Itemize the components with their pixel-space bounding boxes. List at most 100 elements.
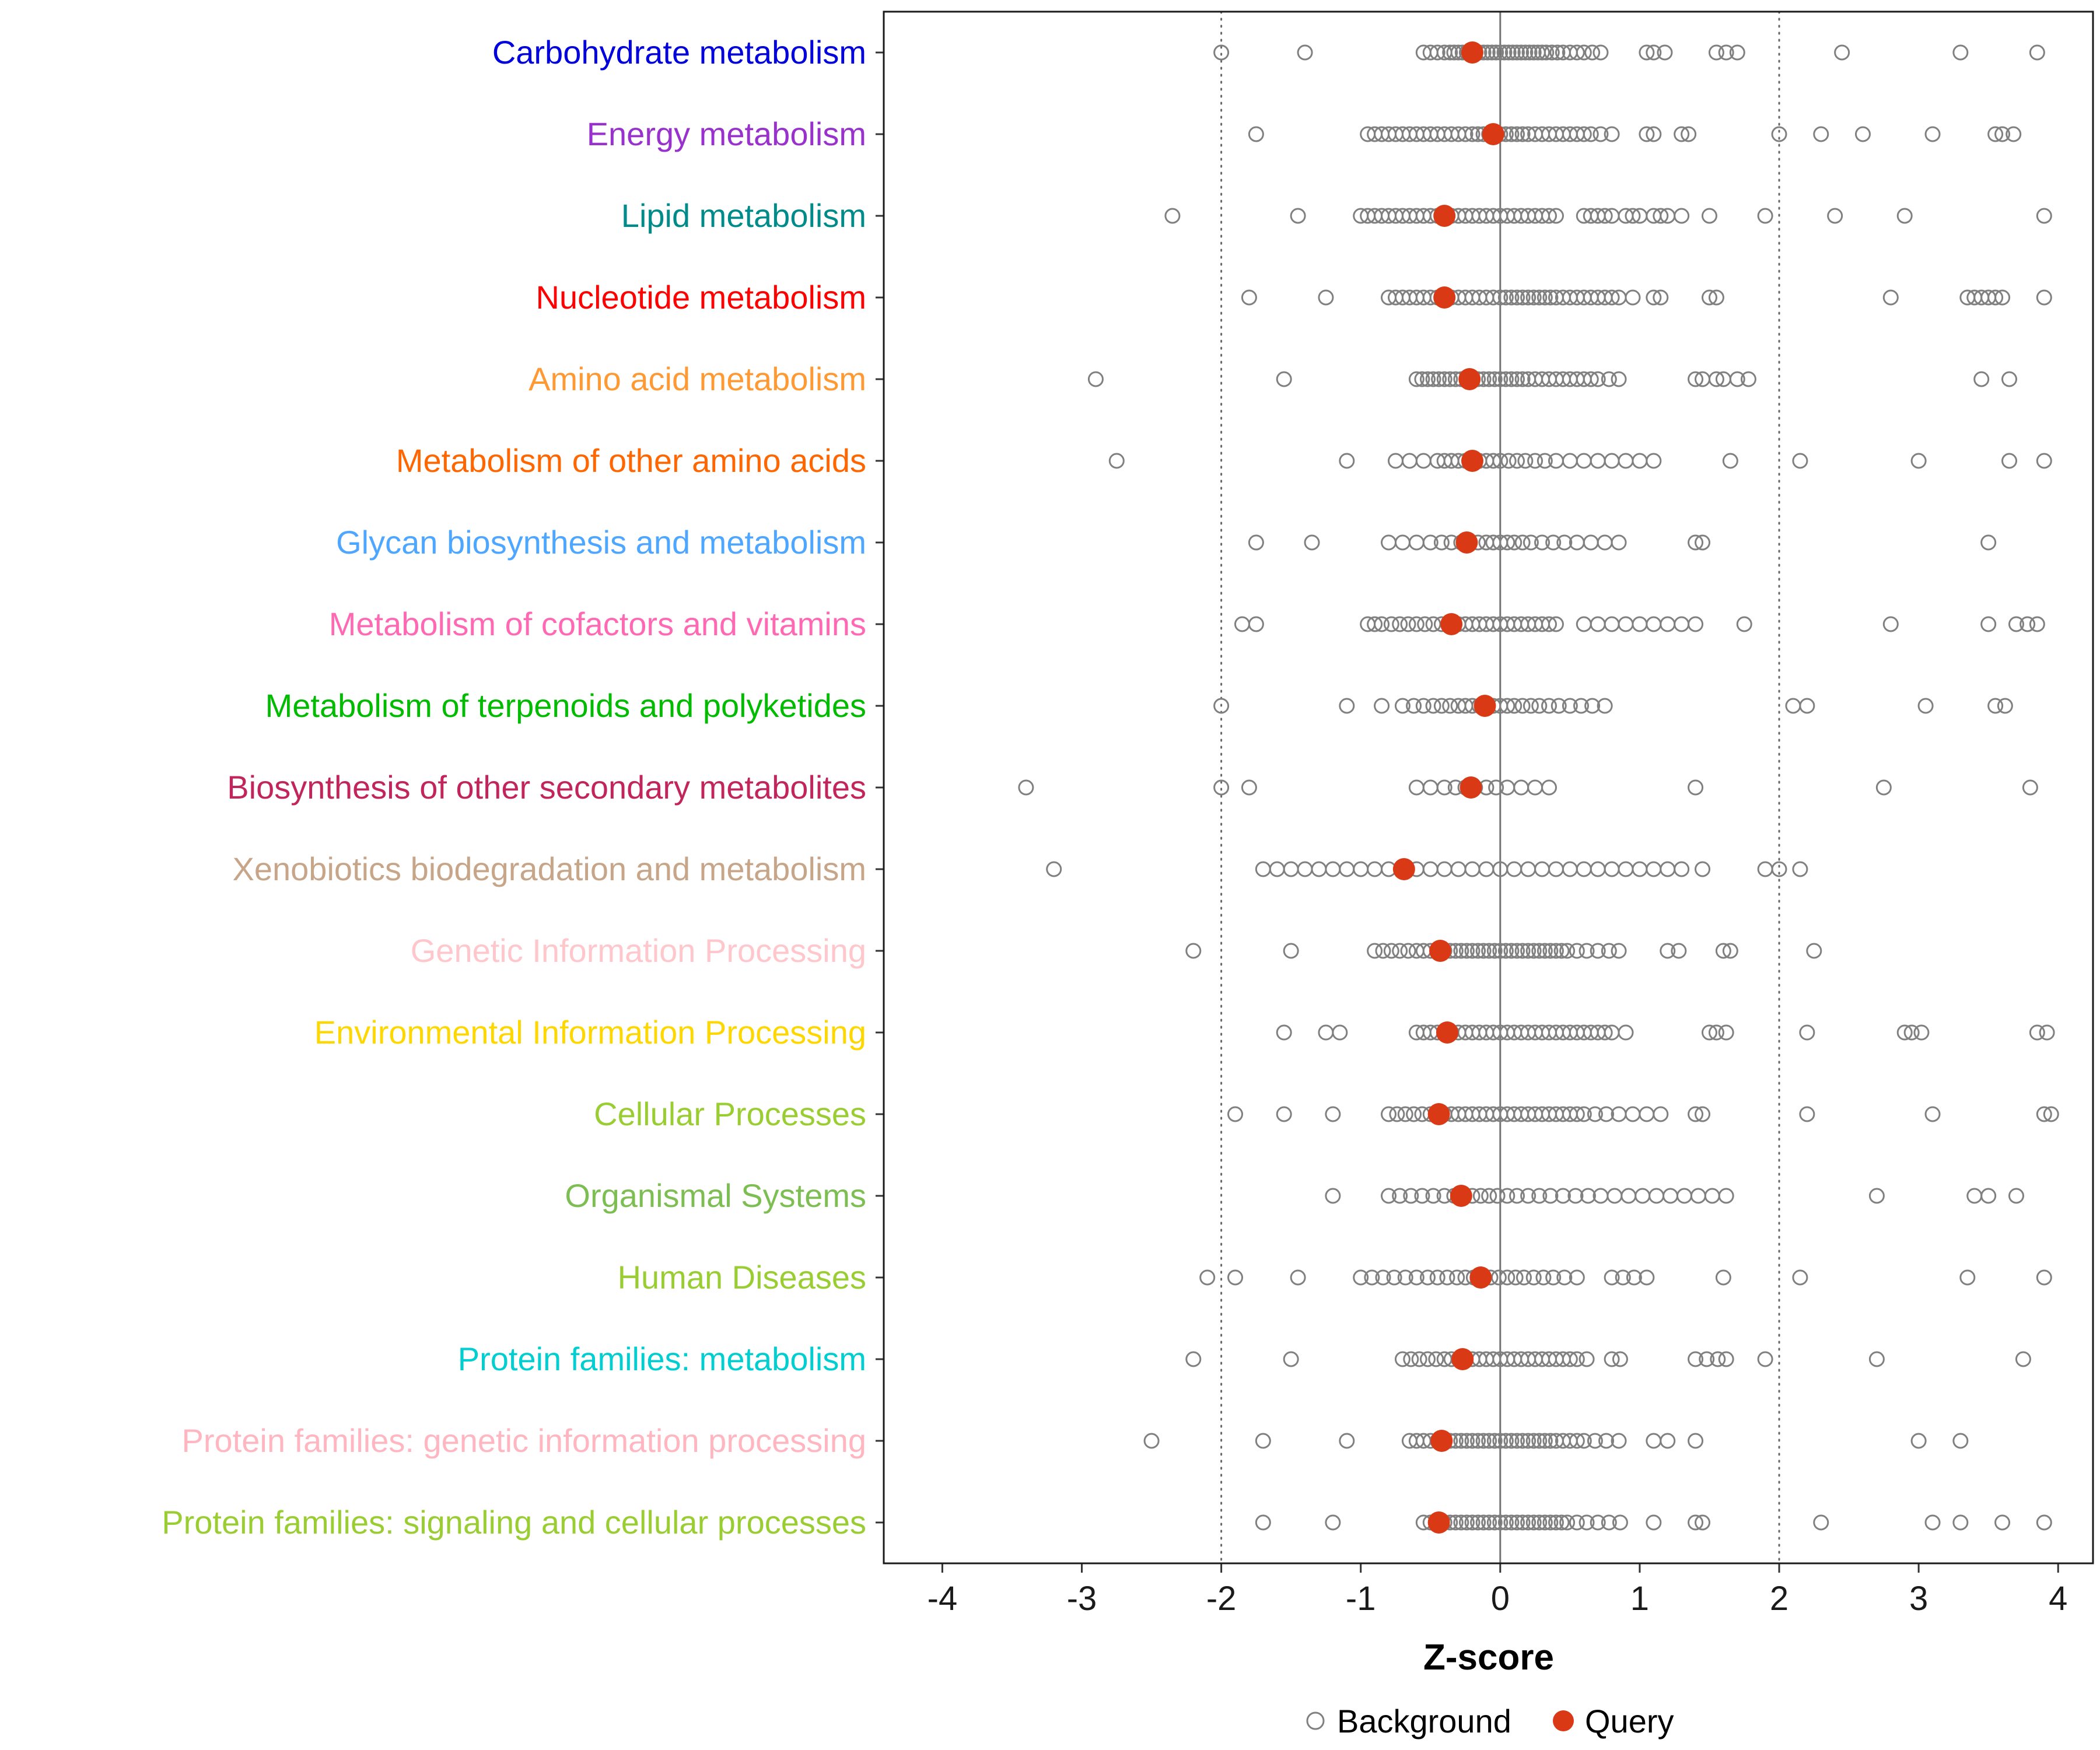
background-point: [1676, 1188, 1692, 1204]
background-point: [1108, 453, 1125, 469]
background-point: [1542, 289, 1559, 306]
background-point: [1618, 861, 1634, 877]
background-point: [1486, 1514, 1503, 1531]
query-point: [1451, 1348, 1474, 1370]
background-point: [1569, 1433, 1585, 1449]
background-point: [1553, 1514, 1570, 1531]
background-point: [1507, 1269, 1524, 1286]
background-point: [1325, 861, 1341, 877]
category-label: Energy metabolism: [587, 116, 866, 152]
background-point: [1255, 861, 1271, 877]
background-point: [1318, 1024, 1334, 1041]
background-point: [1980, 534, 1997, 551]
background-point: [1708, 371, 1724, 387]
background-point: [1499, 534, 1516, 551]
background-point: [1549, 44, 1566, 61]
background-point: [1213, 779, 1230, 796]
category-row: Xenobiotics biodegradation and metabolis…: [233, 850, 1808, 887]
background-point: [1481, 371, 1497, 387]
background-point: [1514, 698, 1531, 714]
category-row: Lipid metabolism: [621, 197, 2052, 234]
background-point: [2029, 616, 2045, 632]
background-point: [1715, 943, 1731, 959]
background-point: [1597, 208, 1613, 224]
background-point: [1611, 943, 1627, 959]
background-point: [1486, 1433, 1503, 1449]
query-point: [1450, 1185, 1472, 1207]
background-point: [1509, 126, 1525, 142]
category-label: Carbohydrate metabolism: [492, 34, 866, 71]
category-label: Protein families: genetic information pr…: [182, 1422, 866, 1459]
background-point: [1517, 453, 1534, 469]
background-point: [1389, 1106, 1405, 1122]
background-point: [1442, 371, 1458, 387]
background-point: [1718, 1024, 1734, 1041]
query-point: [1461, 450, 1484, 472]
legend-label-background: Background: [1337, 1703, 1511, 1740]
background-point: [1513, 44, 1530, 61]
background-point: [1997, 698, 2013, 714]
background-point: [1625, 208, 1641, 224]
background-point: [1688, 1351, 1704, 1367]
category-row: Cellular Processes: [594, 1096, 2059, 1132]
category-row: Glycan biosynthesis and metabolism: [336, 524, 1997, 561]
background-point: [1531, 698, 1548, 714]
background-point: [1419, 371, 1436, 387]
category-label: Amino acid metabolism: [528, 360, 866, 397]
background-point: [1475, 1433, 1492, 1449]
background-point: [1499, 1188, 1516, 1204]
background-point: [1896, 1024, 1913, 1041]
background-point: [1625, 1106, 1641, 1122]
background-point: [1509, 1433, 1525, 1449]
background-point: [1545, 1269, 1562, 1286]
background-point: [1514, 126, 1531, 142]
background-point: [1394, 1351, 1410, 1367]
background-point: [1503, 289, 1520, 306]
background-point: [1433, 698, 1450, 714]
background-point: [1397, 1106, 1413, 1122]
background-point: [1959, 1269, 1976, 1286]
background-point: [1578, 943, 1595, 959]
query-point: [1427, 1103, 1450, 1125]
background-point: [1436, 861, 1452, 877]
background-point: [1604, 616, 1620, 632]
query-point: [1455, 531, 1478, 554]
background-point: [1504, 44, 1521, 61]
background-point: [1562, 1351, 1578, 1367]
background-point: [1688, 616, 1704, 632]
background-point: [1414, 371, 1430, 387]
x-tick-label: -3: [1067, 1580, 1097, 1618]
background-point: [1710, 1351, 1726, 1367]
background-point: [1573, 698, 1590, 714]
background-point: [1562, 453, 1578, 469]
category-label: Glycan biosynthesis and metabolism: [336, 524, 866, 561]
background-point: [1556, 1269, 1573, 1286]
background-point: [1367, 616, 1383, 632]
background-point: [1740, 371, 1756, 387]
background-point: [1701, 289, 1717, 306]
background-point: [1481, 1188, 1497, 1204]
category-row: Metabolism of cofactors and vitamins: [329, 606, 2045, 642]
background-point: [1248, 616, 1264, 632]
background-point: [1559, 943, 1576, 959]
background-point: [1503, 371, 1520, 387]
category-row: Environmental Information Processing: [314, 1014, 2055, 1051]
background-point: [1283, 861, 1299, 877]
category-label: Nucleotide metabolism: [536, 279, 866, 316]
category-label: Lipid metabolism: [621, 197, 866, 234]
category-row: Nucleotide metabolism: [536, 279, 2052, 316]
background-point: [1339, 861, 1355, 877]
background-point: [1422, 861, 1438, 877]
background-point: [1569, 1269, 1585, 1286]
background-point: [1536, 289, 1553, 306]
background-point: [1514, 371, 1531, 387]
category-label: Protein families: metabolism: [458, 1340, 866, 1377]
background-point: [1590, 371, 1606, 387]
background-point: [1383, 616, 1399, 632]
background-point: [1470, 1514, 1486, 1531]
background-point: [1516, 1269, 1532, 1286]
query-point: [1392, 858, 1415, 880]
category-label: Metabolism of other amino acids: [396, 442, 866, 479]
background-point: [1567, 1188, 1584, 1204]
